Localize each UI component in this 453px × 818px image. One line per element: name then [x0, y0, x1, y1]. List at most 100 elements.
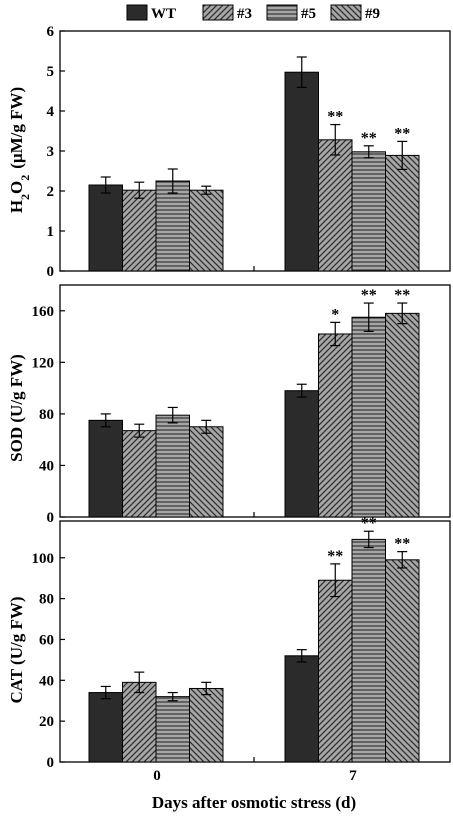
- error-bar-cat-3-day0: [134, 671, 145, 694]
- significance-sod-5-day7: **: [361, 287, 377, 304]
- y-tick-label-sod-0: 0: [47, 510, 55, 526]
- error-bar-h2o2-wt-day0: [100, 176, 111, 194]
- legend-label-3: #3: [237, 6, 252, 22]
- legend-swatch-3: [202, 4, 234, 21]
- y-tick-label-sod-4: 160: [32, 304, 55, 320]
- bar-sod-9-day0: [189, 426, 224, 518]
- bar-h2o2-9-day0: [189, 189, 224, 272]
- y-tick-label-cat-5: 100: [32, 551, 55, 567]
- error-bar-h2o2-9-day7: [397, 140, 408, 170]
- error-bar-h2o2-wt-day7: [296, 56, 307, 89]
- error-bar-h2o2-5-day0: [167, 168, 178, 194]
- bar-sod-3-day0: [122, 430, 157, 518]
- y-axis-title-sod: SOD (U/g FW): [7, 354, 26, 462]
- error-bar-cat-3-day7: [330, 563, 341, 598]
- bar-sod-wt-day7: [284, 390, 319, 518]
- y-axis-title-h: H: [7, 200, 26, 213]
- bar-h2o2-wt-day7: [284, 71, 319, 272]
- bar-h2o2-9-day7: [385, 154, 420, 272]
- y-tick-label-cat-2: 40: [39, 673, 54, 689]
- y-tick-label-sod-1: 40: [39, 458, 54, 474]
- y-axis-title-sub2: 2: [18, 175, 32, 181]
- significance-sod-9-day7: **: [394, 287, 410, 304]
- legend-swatch-5: [266, 4, 298, 21]
- bar-sod-3-day7: [318, 333, 353, 518]
- y-tick-label-h2o2-1: 1: [47, 224, 55, 240]
- legend-label-5: #5: [301, 6, 316, 22]
- bar-cat-5-day0: [155, 696, 190, 763]
- x-tick-label-0: 0: [153, 768, 161, 784]
- bar-cat-wt-day7: [284, 655, 319, 763]
- bar-cat-9-day0: [189, 687, 224, 763]
- legend-label-9: #9: [365, 6, 380, 22]
- error-bar-cat-5-day7: [363, 530, 374, 549]
- bar-cat-3-day7: [318, 579, 353, 763]
- legend: WT #3 #5 #9: [126, 4, 380, 22]
- y-tick-label-sod-3: 120: [32, 355, 55, 371]
- x-axis-title: Days after osmotic stress (d): [152, 793, 356, 812]
- panel-cat: 0 20 40 60 80 100 ** ** ** CAT (U/g FW): [7, 515, 451, 771]
- error-bar-sod-9-day7: [397, 302, 408, 325]
- error-bar-sod-9-day0: [201, 419, 212, 434]
- bar-h2o2-3-day7: [318, 139, 353, 272]
- y-axis-title-unit: (μM/g FW): [7, 87, 26, 169]
- y-tick-label-cat-1: 20: [39, 714, 54, 730]
- significance-cat-5-day7: **: [361, 515, 377, 532]
- y-axis-title-cat: CAT (U/g FW): [7, 596, 26, 703]
- y-tick-label-sod-2: 80: [39, 407, 54, 423]
- plot-frame-cat: [59, 520, 451, 763]
- error-bar-h2o2-5-day7: [363, 145, 374, 159]
- significance-sod-3-day7: *: [331, 306, 339, 323]
- error-bar-h2o2-3-day0: [134, 181, 145, 199]
- bar-cat-5-day7: [351, 538, 386, 763]
- significance-h2o2-5-day7: **: [361, 130, 377, 147]
- y-tick-label-h2o2-3: 3: [47, 144, 55, 160]
- error-bar-cat-wt-day0: [100, 685, 111, 700]
- error-bar-h2o2-3-day7: [330, 123, 341, 156]
- legend-label-wt: WT: [151, 6, 176, 22]
- bar-cat-9-day7: [385, 559, 420, 763]
- error-bar-cat-wt-day7: [296, 649, 307, 663]
- y-tick-label-cat-3: 60: [39, 632, 54, 648]
- y-tick-label-h2o2-5: 5: [47, 64, 55, 80]
- significance-h2o2-9-day7: **: [394, 125, 410, 142]
- bar-h2o2-5-day0: [155, 180, 190, 272]
- x-tick-label-7: 7: [349, 768, 357, 784]
- significance-cat-3-day7: **: [327, 548, 343, 565]
- error-bar-sod-5-day0: [167, 406, 178, 424]
- y-axis-title-h2o2: H2O2(μM/g FW): [7, 87, 32, 213]
- bar-sod-wt-day0: [88, 419, 123, 518]
- legend-swatch-wt: [126, 4, 148, 21]
- bar-sod-5-day0: [155, 414, 190, 518]
- bar-sod-5-day7: [351, 316, 386, 518]
- legend-swatch-9: [330, 4, 362, 21]
- bar-cat-wt-day0: [88, 692, 123, 763]
- error-bar-sod-3-day0: [134, 423, 145, 438]
- error-bar-sod-wt-day7: [296, 383, 307, 398]
- bar-sod-9-day7: [385, 312, 420, 518]
- y-axis-title-o: O: [7, 181, 26, 194]
- bar-h2o2-5-day7: [351, 151, 386, 272]
- y-tick-label-cat-0: 0: [47, 755, 55, 771]
- error-bar-sod-3-day7: [330, 321, 341, 347]
- error-bar-sod-wt-day0: [100, 413, 111, 428]
- y-tick-label-h2o2-6: 6: [47, 24, 55, 40]
- significance-h2o2-3-day7: **: [327, 109, 343, 126]
- plot-frame-sod: [59, 284, 451, 518]
- y-tick-label-h2o2-2: 2: [47, 184, 55, 200]
- bar-h2o2-3-day0: [122, 189, 157, 272]
- bar-cat-3-day0: [122, 681, 157, 763]
- error-bar-cat-9-day0: [201, 681, 212, 696]
- y-tick-label-cat-4: 80: [39, 592, 54, 608]
- significance-cat-9-day7: **: [394, 536, 410, 553]
- y-tick-label-h2o2-0: 0: [47, 264, 55, 280]
- error-bar-cat-9-day7: [397, 551, 408, 569]
- y-axis-title-sub1: 2: [18, 194, 32, 200]
- error-bar-sod-5-day7: [363, 302, 374, 332]
- error-bar-h2o2-9-day0: [201, 185, 212, 195]
- y-tick-label-h2o2-4: 4: [47, 104, 55, 120]
- error-bar-cat-5-day0: [167, 691, 178, 702]
